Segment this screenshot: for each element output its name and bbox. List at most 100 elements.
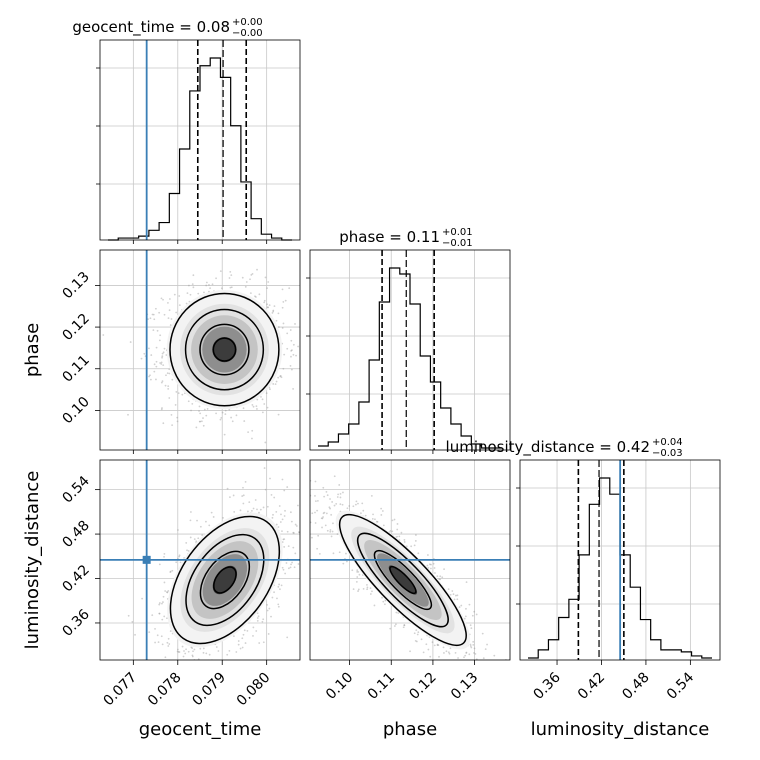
sample-point xyxy=(244,480,247,483)
sample-point xyxy=(366,588,369,591)
sample-point xyxy=(134,633,136,636)
sample-point xyxy=(150,354,153,356)
sample-point xyxy=(469,643,472,646)
sample-point xyxy=(255,296,257,298)
sample-point xyxy=(420,638,423,641)
sample-point xyxy=(438,655,440,658)
sample-point xyxy=(192,650,194,653)
sample-point xyxy=(456,598,459,601)
sample-point xyxy=(464,615,467,618)
sample-point xyxy=(269,388,271,391)
sample-point xyxy=(328,506,331,509)
sample-point xyxy=(436,575,439,578)
sample-point xyxy=(206,408,209,410)
x-tick-label: 0.080 xyxy=(234,670,274,710)
sample-point xyxy=(242,502,245,505)
sample-point xyxy=(323,495,326,498)
sample-point xyxy=(212,516,215,518)
sample-point xyxy=(282,538,285,541)
sample-point xyxy=(155,346,158,349)
contour-line xyxy=(213,566,237,594)
sample-point xyxy=(357,502,359,505)
sample-point xyxy=(333,454,335,456)
truth-marker xyxy=(142,555,151,564)
sample-point xyxy=(226,487,229,490)
sample-point xyxy=(239,647,242,650)
sample-point xyxy=(449,647,452,650)
sample-point xyxy=(170,318,173,320)
sample-point xyxy=(468,603,471,606)
sample-point xyxy=(396,535,398,538)
sample-point xyxy=(178,651,181,653)
title-upper-error: +0.00 xyxy=(232,17,263,28)
sample-point xyxy=(168,298,171,300)
sample-point xyxy=(293,566,296,569)
sample-point xyxy=(314,307,316,309)
sample-point xyxy=(451,590,454,592)
sample-point xyxy=(205,652,208,655)
hist-frame-luminosity_distance xyxy=(519,459,721,661)
sample-point xyxy=(174,404,177,406)
sample-point xyxy=(322,516,324,518)
sample-point xyxy=(168,643,171,645)
sample-point xyxy=(169,324,172,326)
sample-point xyxy=(413,632,416,635)
sample-point xyxy=(271,312,274,314)
title-upper-error: +0.01 xyxy=(442,227,473,238)
sample-point xyxy=(263,301,266,304)
sample-point xyxy=(277,312,280,315)
sample-point xyxy=(283,489,286,492)
sample-point xyxy=(167,317,170,320)
sample-point xyxy=(281,306,284,309)
sample-point xyxy=(177,392,180,395)
sample-point xyxy=(381,510,384,512)
sample-point xyxy=(222,516,224,519)
sample-point xyxy=(199,525,202,528)
sample-point xyxy=(356,570,359,573)
sample-point xyxy=(188,663,190,665)
sample-point xyxy=(297,456,299,458)
sample-point xyxy=(165,354,168,356)
sample-point xyxy=(166,591,168,593)
sample-point xyxy=(410,545,413,548)
sample-point xyxy=(465,581,468,584)
sample-point xyxy=(159,334,162,337)
sample-point xyxy=(362,587,365,590)
sample-point xyxy=(177,651,180,653)
y-tick-label: 0.54 xyxy=(60,473,93,506)
sample-point xyxy=(266,609,269,612)
sample-point xyxy=(358,573,361,576)
sample-point xyxy=(326,494,329,497)
sample-point xyxy=(484,648,487,651)
sample-point xyxy=(242,407,245,410)
sample-point xyxy=(261,398,264,401)
sample-point xyxy=(465,652,468,654)
sample-point xyxy=(241,637,244,640)
sample-point xyxy=(372,513,374,516)
sample-point xyxy=(208,284,210,286)
histogram-step-phase xyxy=(318,267,502,449)
sample-point xyxy=(436,644,439,647)
y-tick-label: 0.36 xyxy=(60,606,93,639)
sample-point xyxy=(290,368,293,371)
sample-point xyxy=(271,596,274,599)
sample-point xyxy=(314,480,317,483)
sample-point xyxy=(292,353,295,356)
sample-point xyxy=(339,503,342,506)
sample-point xyxy=(256,617,259,619)
contour-line xyxy=(184,308,265,391)
sample-point xyxy=(441,576,444,579)
sample-point xyxy=(260,395,262,398)
sample-point xyxy=(162,595,165,598)
sample-point xyxy=(164,384,167,387)
sample-point xyxy=(290,339,293,342)
sample-point xyxy=(456,665,458,667)
sample-point xyxy=(415,534,417,536)
sample-point xyxy=(167,645,170,647)
sample-point xyxy=(445,650,448,653)
sample-point xyxy=(291,349,293,352)
sample-point xyxy=(302,528,304,530)
sample-point xyxy=(275,319,278,322)
x-tick-label: 0.10 xyxy=(323,670,356,703)
sample-point xyxy=(285,562,288,564)
